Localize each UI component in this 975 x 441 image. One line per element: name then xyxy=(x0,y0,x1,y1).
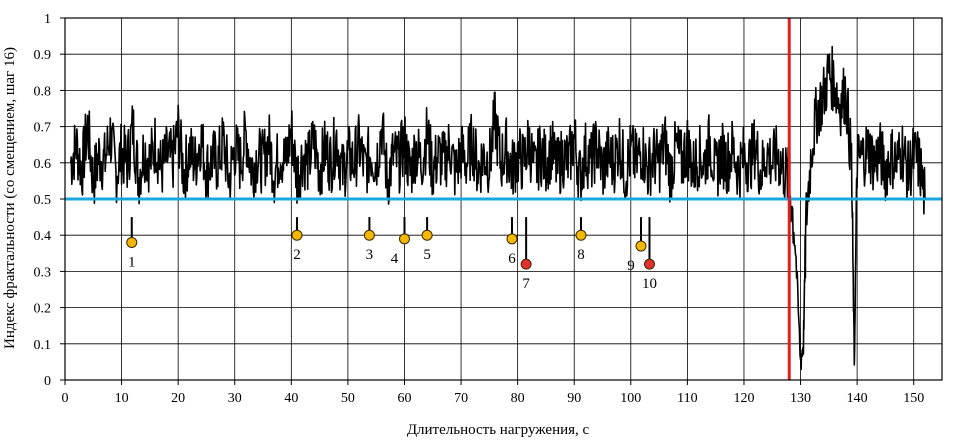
x-tick-label: 150 xyxy=(903,391,924,406)
event-marker-label: 7 xyxy=(522,276,530,292)
x-tick-label: 30 xyxy=(228,391,242,406)
x-tick-label: 40 xyxy=(284,391,298,406)
event-marker-label: 9 xyxy=(627,258,635,274)
event-marker xyxy=(421,229,433,241)
event-marker-label: 6 xyxy=(508,251,516,267)
event-marker xyxy=(643,258,655,270)
x-tick-label: 90 xyxy=(567,391,581,406)
x-tick-label: 70 xyxy=(454,391,468,406)
event-marker xyxy=(291,229,303,241)
series-line xyxy=(69,45,926,371)
x-tick-label: 10 xyxy=(115,391,129,406)
event-marker xyxy=(575,229,587,241)
x-tick-label: 110 xyxy=(677,391,697,406)
y-tick-label: 1 xyxy=(44,12,51,27)
event-marker xyxy=(506,233,518,245)
y-tick-label: 0 xyxy=(44,374,51,389)
y-tick-label: 0.9 xyxy=(34,48,52,63)
x-tick-label: 80 xyxy=(511,391,525,406)
x-tick-label: 20 xyxy=(171,391,185,406)
event-marker xyxy=(126,236,138,248)
event-marker xyxy=(398,233,410,245)
event-marker xyxy=(635,240,647,252)
event-marker-label: 10 xyxy=(642,276,657,292)
event-marker xyxy=(363,229,375,241)
y-tick-label: 0.7 xyxy=(34,121,52,136)
markers-layer: 1 2 3 4 5 67 8 9 10 xyxy=(126,217,657,292)
x-tick-label: 120 xyxy=(733,391,754,406)
event-marker-label: 3 xyxy=(366,247,374,263)
y-tick-label: 0.4 xyxy=(34,229,52,244)
y-tick-label: 0.2 xyxy=(34,302,52,317)
x-tick-label: 100 xyxy=(620,391,641,406)
event-marker-label: 8 xyxy=(577,247,585,263)
x-tick-label: 130 xyxy=(790,391,811,406)
ticks-layer: 0 10 20 30 40 50 60 70 80 90 100 110 120 130 140 15000.… xyxy=(34,12,925,406)
x-axis-title: Длительность нагружения, с xyxy=(407,422,590,438)
y-tick-label: 0.1 xyxy=(34,338,52,353)
series-layer xyxy=(69,45,926,371)
event-marker-label: 2 xyxy=(293,247,301,263)
y-tick-label: 0.3 xyxy=(34,265,52,280)
y-tick-label: 0.5 xyxy=(34,193,52,208)
y-tick-label: 0.8 xyxy=(34,84,52,99)
event-marker-label: 1 xyxy=(128,254,136,270)
x-tick-label: 50 xyxy=(341,391,355,406)
y-tick-label: 0.6 xyxy=(34,157,52,172)
event-marker-label: 5 xyxy=(423,247,431,263)
x-tick-label: 0 xyxy=(62,391,69,406)
x-tick-label: 60 xyxy=(397,391,411,406)
event-marker-label: 4 xyxy=(391,251,399,267)
y-axis-title: Индекс фрактальности (со смещением, шаг … xyxy=(2,47,18,349)
x-tick-label: 140 xyxy=(847,391,868,406)
event-marker xyxy=(520,258,532,270)
